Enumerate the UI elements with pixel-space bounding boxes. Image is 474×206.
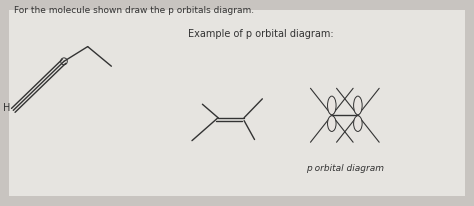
Text: p orbital diagram: p orbital diagram <box>306 164 383 173</box>
Text: For the molecule shown draw the p orbitals diagram.: For the molecule shown draw the p orbita… <box>14 6 255 15</box>
Ellipse shape <box>354 116 362 131</box>
Text: Example of p orbital diagram:: Example of p orbital diagram: <box>188 29 334 39</box>
Ellipse shape <box>354 96 362 115</box>
Text: H: H <box>3 103 10 113</box>
Ellipse shape <box>328 96 336 115</box>
Ellipse shape <box>328 116 336 131</box>
